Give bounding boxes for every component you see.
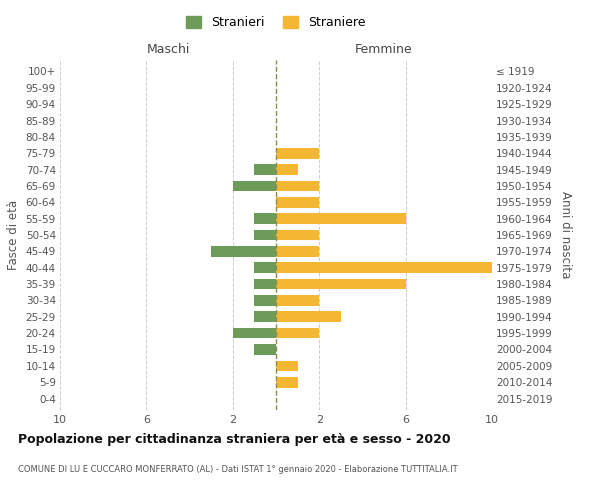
Bar xyxy=(233,328,276,338)
Bar xyxy=(276,148,319,158)
Bar xyxy=(254,214,276,224)
Bar xyxy=(276,246,319,256)
Bar xyxy=(254,262,276,273)
Text: COMUNE DI LU E CUCCARO MONFERRATO (AL) - Dati ISTAT 1° gennaio 2020 - Elaborazio: COMUNE DI LU E CUCCARO MONFERRATO (AL) -… xyxy=(18,466,458,474)
Bar xyxy=(276,295,319,306)
Bar xyxy=(276,279,406,289)
Y-axis label: Fasce di età: Fasce di età xyxy=(7,200,20,270)
Bar xyxy=(276,230,319,240)
Bar xyxy=(254,295,276,306)
Text: Maschi: Maschi xyxy=(146,43,190,56)
Bar xyxy=(254,164,276,175)
Bar xyxy=(276,262,492,273)
Bar xyxy=(211,246,276,256)
Y-axis label: Anni di nascita: Anni di nascita xyxy=(559,192,572,278)
Text: Popolazione per cittadinanza straniera per età e sesso - 2020: Popolazione per cittadinanza straniera p… xyxy=(18,432,451,446)
Bar xyxy=(276,312,341,322)
Legend: Stranieri, Straniere: Stranieri, Straniere xyxy=(181,11,371,34)
Text: Femmine: Femmine xyxy=(355,43,413,56)
Bar xyxy=(276,377,298,388)
Bar xyxy=(254,230,276,240)
Bar xyxy=(276,328,319,338)
Bar xyxy=(254,312,276,322)
Bar xyxy=(254,344,276,355)
Bar xyxy=(276,214,406,224)
Bar xyxy=(276,360,298,371)
Bar xyxy=(276,197,319,207)
Bar xyxy=(276,164,298,175)
Bar xyxy=(233,180,276,191)
Bar xyxy=(276,180,319,191)
Bar xyxy=(254,279,276,289)
